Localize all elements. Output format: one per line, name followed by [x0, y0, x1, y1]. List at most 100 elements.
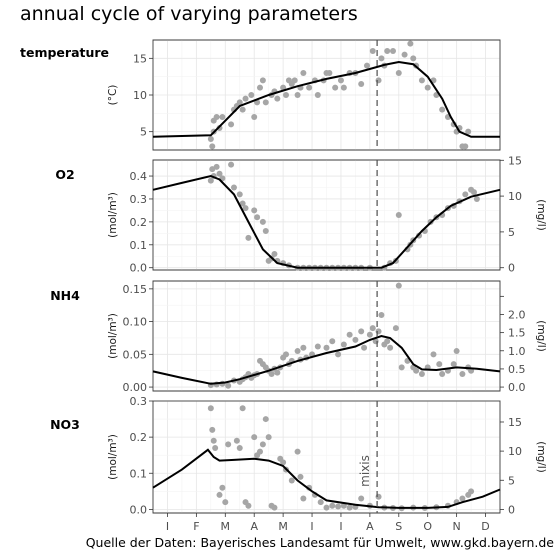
o2-panel-title: O2	[55, 167, 74, 182]
o2-y-tick-label: 0.2	[130, 216, 148, 229]
o2-data-point	[251, 207, 258, 214]
no3-data-point	[271, 504, 278, 511]
no3-data-point	[245, 502, 252, 509]
temperature-data-point	[424, 84, 431, 91]
no3-data-point	[340, 502, 347, 509]
nh4-data-point	[430, 351, 437, 358]
temperature-data-point	[390, 48, 397, 54]
o2-data-point	[462, 191, 469, 198]
nh4-panel-border	[152, 280, 501, 392]
nh4-data-point	[395, 282, 402, 289]
nh4-data-point	[453, 348, 460, 355]
no3-data-point	[236, 444, 243, 451]
no3-y-tick-label: 0.3	[130, 395, 148, 408]
page-title: annual cycle of varying parameters	[20, 3, 358, 25]
nh4-y-tick-label: 0.00	[123, 381, 148, 394]
no3-y2-tick-label: 10	[508, 445, 522, 458]
no3-panel-border	[152, 400, 501, 514]
temperature-data-point	[326, 70, 333, 76]
temperature-data-point	[465, 128, 472, 135]
nh4-data-point	[366, 331, 373, 338]
no3-data-point	[251, 434, 258, 441]
no3-data-point	[329, 502, 336, 509]
nh4-data-point	[314, 343, 321, 350]
o2-data-point	[207, 177, 214, 184]
o2-y2-tick-label: 5	[508, 226, 515, 239]
temperature-data-point	[259, 77, 266, 84]
o2-y-axis-title: (mol/m³)	[107, 192, 119, 238]
nh4-y-tick-label: 0.05	[123, 348, 148, 361]
o2-y-tick-label: 0.1	[130, 239, 148, 252]
nh4-data-point	[225, 382, 232, 389]
temperature-data-point	[248, 92, 255, 98]
o2-data-point	[228, 161, 235, 168]
no3-data-point	[219, 484, 226, 491]
no3-data-point	[335, 503, 342, 510]
o2-data-point	[236, 191, 243, 198]
nh4-data-point	[323, 344, 330, 351]
temperature-data-point	[462, 143, 469, 150]
no3-data-point	[210, 437, 217, 444]
no3-y-tick-label: 0.2	[130, 431, 148, 444]
no3-data-point	[288, 477, 295, 484]
nh4-y2-tick-label: 0.5	[508, 363, 526, 376]
no3-data-point	[358, 495, 365, 502]
x-tick-label: N	[453, 520, 461, 530]
temperature-data-point	[337, 77, 344, 84]
no3-y-axis-title: (mol/m³)	[107, 434, 119, 480]
nh4-data-point	[413, 367, 420, 374]
o2-y2-tick-label: 15	[508, 154, 522, 167]
x-tick-label: A	[250, 520, 258, 530]
nh4-data-point	[329, 338, 336, 345]
o2-data-point	[254, 214, 261, 221]
o2-data-point	[239, 200, 246, 207]
temperature-y-tick-label: 5	[140, 126, 147, 139]
o2-data-point	[213, 163, 220, 170]
nh4-data-point	[375, 328, 382, 335]
nh4-data-point	[459, 370, 466, 377]
o2-data-point	[259, 218, 266, 225]
no3-data-point	[300, 495, 307, 502]
nh4-data-point	[283, 351, 290, 358]
nh4-data-point	[340, 341, 347, 348]
nh4-y-axis-title: (mol/m³)	[107, 313, 119, 359]
temperature-data-point	[216, 125, 223, 131]
x-tick-label: J	[338, 520, 342, 530]
temperature-data-point	[358, 81, 365, 87]
no3-data-point	[262, 416, 269, 423]
o2-y2-tick-label: 10	[508, 190, 522, 203]
nh4-data-point	[384, 338, 391, 345]
temperature-data-point	[410, 55, 417, 62]
nh4-data-point	[398, 364, 405, 371]
o2-data-point	[470, 189, 477, 196]
o2-data-point	[216, 170, 223, 177]
no3-data-point	[297, 473, 304, 480]
temperature-data-point	[207, 136, 214, 142]
no3-panel-title: NO3	[50, 417, 80, 432]
temperature-data-point	[239, 106, 246, 113]
no3-data-point	[239, 405, 246, 412]
nh4-data-point	[392, 325, 399, 332]
no3-y2-tick-label: 5	[508, 474, 515, 487]
o2-data-point	[245, 234, 252, 241]
nh4-data-point	[378, 312, 385, 319]
nh4-data-point	[450, 361, 457, 368]
temperature-data-point	[340, 84, 347, 91]
temperature-data-point	[300, 70, 307, 76]
temperature-y-tick-label: 10	[133, 89, 147, 102]
nh4-data-point	[335, 351, 342, 358]
nh4-y2-tick-label: 2.0	[508, 308, 526, 321]
no3-y2-tick-label: 0	[508, 503, 515, 516]
temperature-data-point	[262, 99, 269, 106]
temperature-data-point	[209, 143, 216, 150]
no3-data-point	[323, 504, 330, 511]
x-tick-label: F	[193, 520, 199, 530]
o2-y2-axis-title: (mg/l)	[535, 199, 547, 231]
temperature-data-point	[378, 55, 385, 62]
o2-y-tick-label: 0.4	[130, 170, 148, 183]
nh4-data-point	[361, 344, 368, 351]
no3-data-point	[233, 437, 240, 444]
nh4-data-point	[418, 370, 425, 377]
x-tick-label: M	[221, 520, 231, 530]
nh4-data-point	[294, 348, 301, 355]
